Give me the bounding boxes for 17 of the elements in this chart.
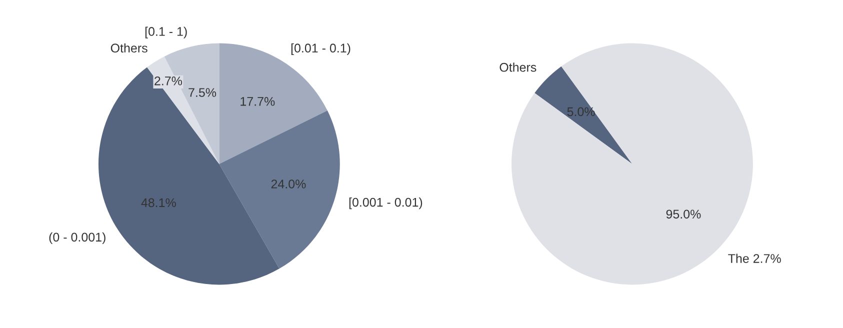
data-label: 17.7% xyxy=(240,97,275,106)
data-label: 95.0% xyxy=(666,210,701,219)
pie-slice xyxy=(219,110,340,269)
slice-label: [0.01 - 0.1) xyxy=(291,43,350,56)
data-label: 5.0% xyxy=(567,107,595,116)
slice-label: [0.1 - 1) xyxy=(145,26,187,38)
data-label: 24.0% xyxy=(271,180,306,188)
data-label: 48.1% xyxy=(141,198,176,208)
slice-label: Others xyxy=(110,43,148,53)
data-label: 7.5% xyxy=(188,88,216,97)
pie-slice xyxy=(534,66,632,164)
data-label: 2.7% xyxy=(154,76,182,86)
slice-label: Others xyxy=(500,62,536,72)
slice-label: [0.001 - 0.01) xyxy=(349,198,422,210)
slice-label: (0 - 0.001) xyxy=(49,232,106,244)
pie-slice xyxy=(219,43,328,164)
slice-label: The 2.7% xyxy=(728,254,781,263)
